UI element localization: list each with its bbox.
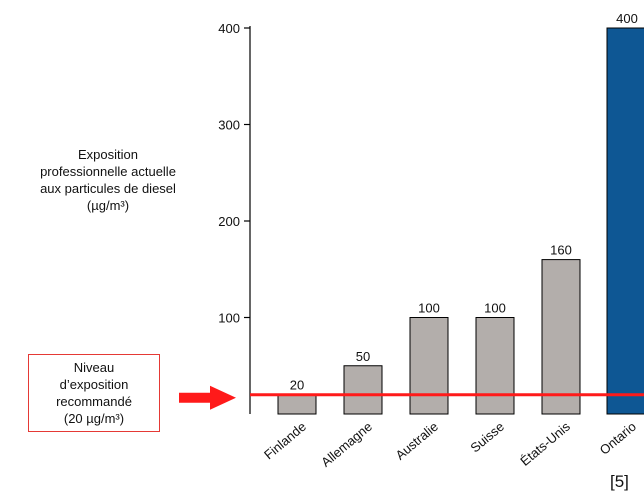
bar-value-label: 50 (356, 349, 370, 364)
bar-allemagne (343, 365, 383, 415)
bar-ontario (606, 27, 644, 415)
x-tick-label: Allemagne (318, 419, 375, 470)
x-ticks-group: Finlande Allemagne Australie Suisse États-Un… (261, 418, 639, 469)
y-tick-label: 200 (218, 214, 240, 229)
recommended-level-label-line: Niveau (73, 360, 115, 375)
y-axis-label-line: professionnelle actuelle (40, 164, 176, 179)
y-tick-label: 400 (218, 21, 240, 36)
recommended-level-label-line: d’exposition (59, 377, 129, 392)
bar-australie (409, 317, 449, 415)
arrow-icon (179, 385, 236, 410)
bar-value-label: 100 (484, 301, 506, 316)
y-axis-label-line: (µg/m³) (86, 198, 130, 213)
recommended-level-box: Niveau d’exposition recommandé (20 µg/m³… (28, 354, 160, 432)
bar-value-label: 160 (550, 243, 572, 258)
y-axis-label: Exposition professionnelle actuelle aux … (0, 146, 216, 214)
recommended-level-label-line: recommandé (56, 394, 132, 409)
x-tick-label: Australie (393, 419, 441, 463)
x-tick-label: Suisse (467, 419, 507, 456)
y-axis-label-line: aux particules de diesel (40, 181, 176, 196)
y-tick-label: 100 (218, 311, 240, 326)
x-tick-label: Finlande (261, 419, 309, 463)
bar-value-label: 20 (290, 378, 304, 393)
y-axis-label-line: Exposition (78, 147, 138, 162)
bar-finlande (277, 394, 317, 415)
source-reference: [5] (610, 472, 629, 491)
bar--tats-unis (541, 259, 581, 415)
bar-value-label: 100 (418, 301, 440, 316)
bar-suisse (475, 317, 515, 415)
y-ticks-group: 100 200 300 400 (218, 21, 250, 326)
recommended-level-label-line: (20 µg/m³) (63, 411, 125, 426)
y-tick-label: 300 (218, 118, 240, 133)
x-tick-label: Ontario (597, 419, 639, 458)
bar-value-label: 400 (616, 11, 638, 26)
value-labels-group: 20 50 100 100 160 400 (290, 11, 638, 393)
x-tick-label: États-Unis (517, 418, 573, 468)
bars-group (277, 27, 644, 415)
